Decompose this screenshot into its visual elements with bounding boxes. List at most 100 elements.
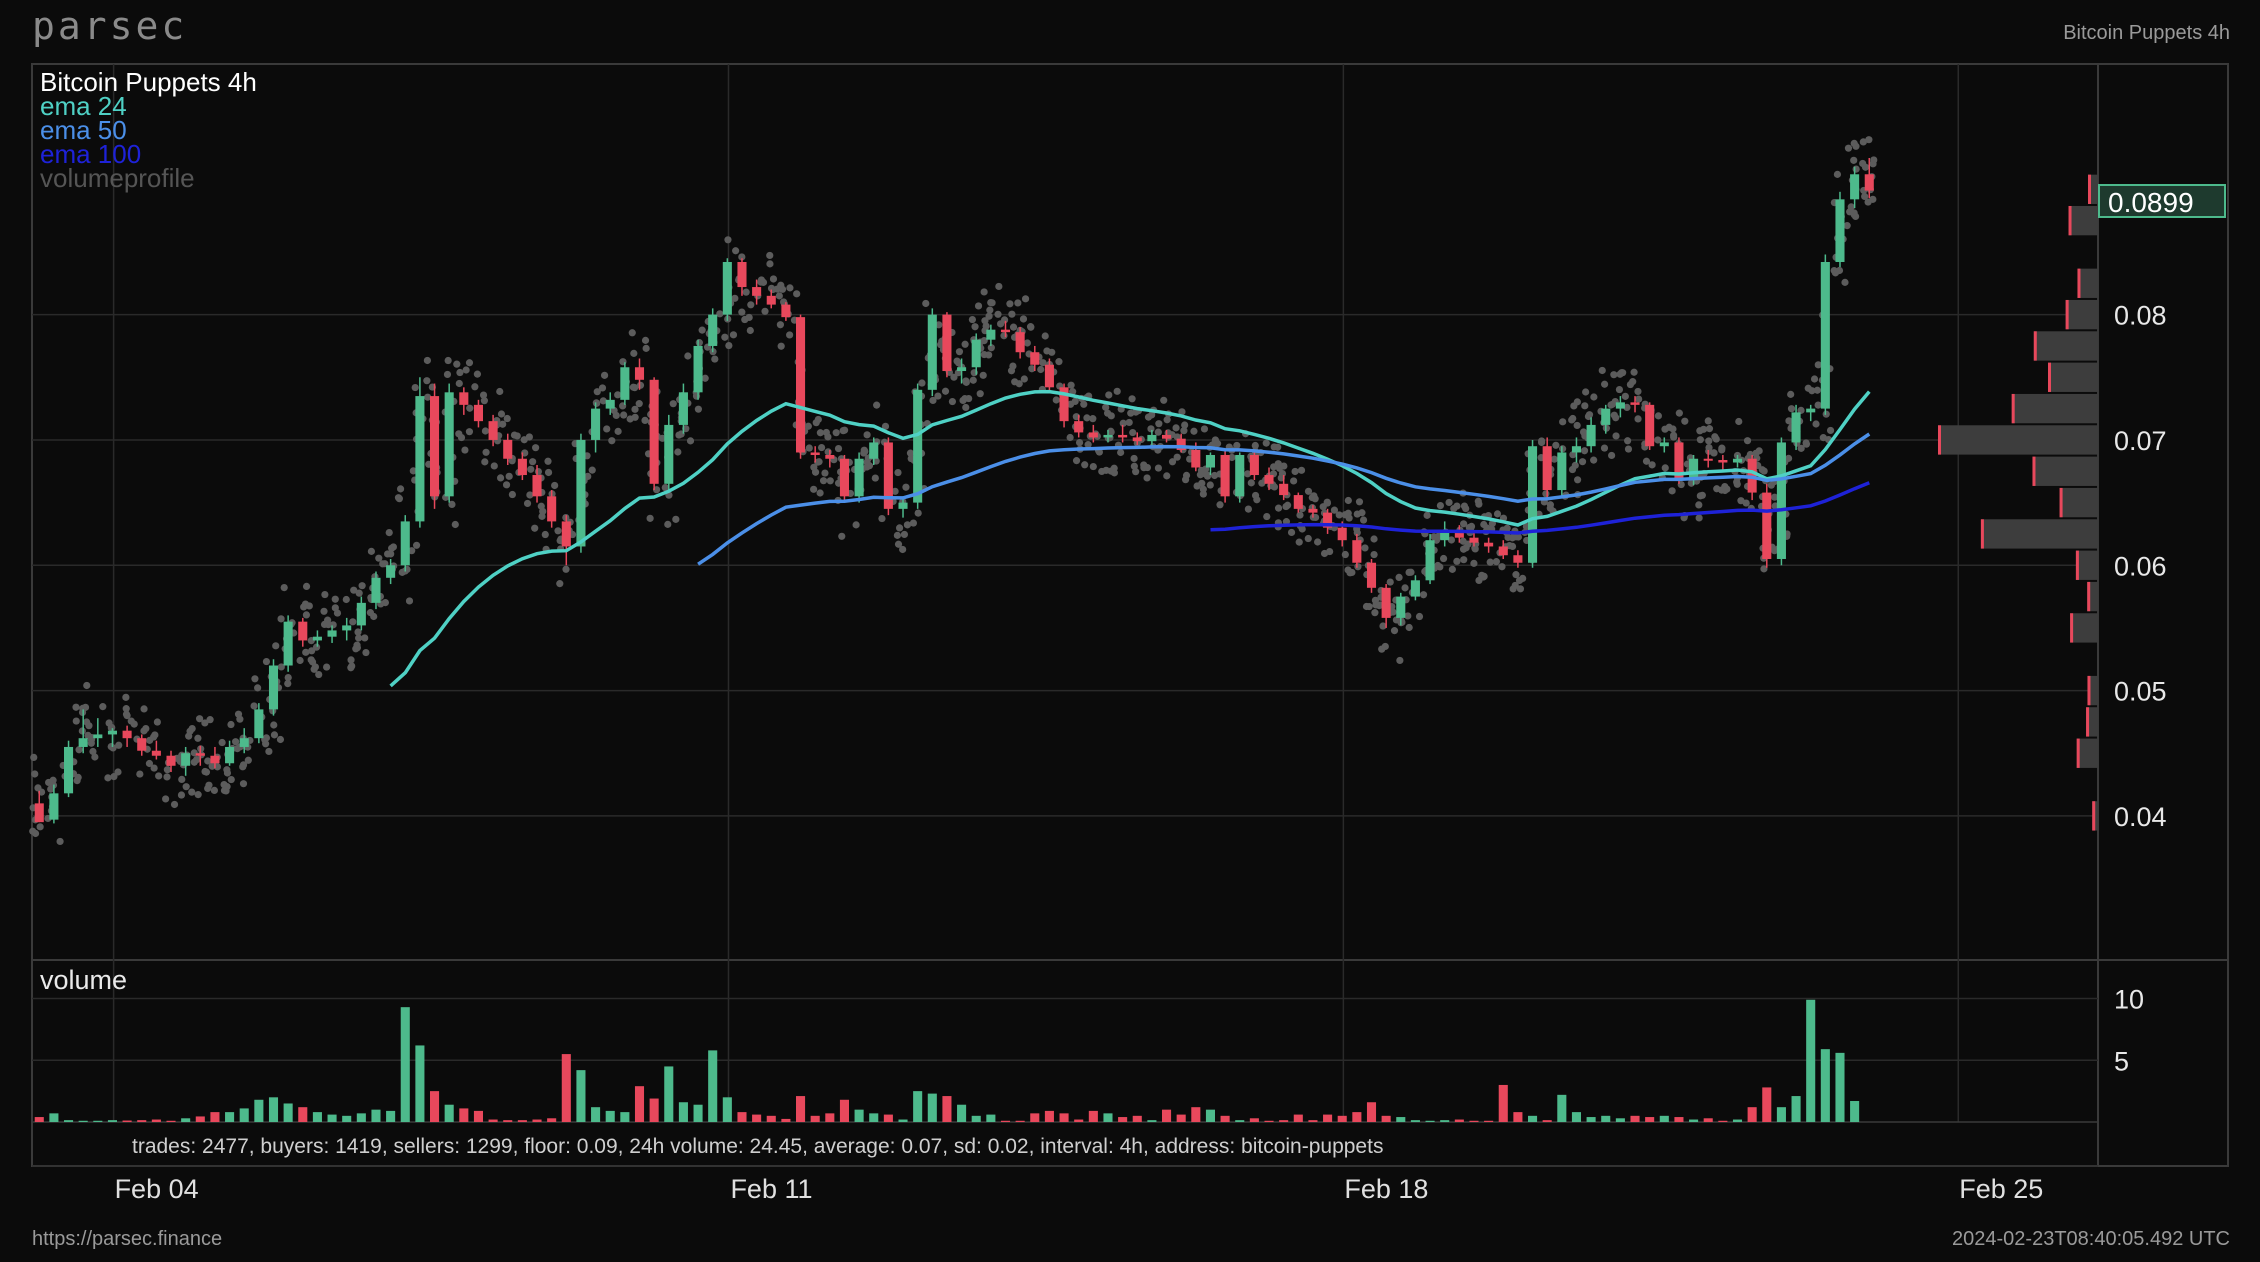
trade-dot	[1098, 467, 1106, 476]
trade-dot	[321, 590, 329, 599]
trade-dot	[1113, 387, 1121, 395]
trade-dot	[1346, 569, 1354, 577]
trade-dot	[641, 416, 649, 424]
volume-bar	[1381, 1115, 1391, 1122]
trade-dot	[1290, 477, 1298, 485]
trade-dot	[526, 491, 534, 499]
trade-dot	[1199, 485, 1207, 493]
trade-dot	[1511, 581, 1519, 590]
trade-dot	[593, 388, 601, 396]
trade-dot	[1569, 451, 1577, 459]
brand-logo: parsec	[32, 4, 188, 48]
trade-dot	[1129, 428, 1137, 437]
volume-bar	[810, 1115, 820, 1122]
volume-bar	[517, 1120, 527, 1122]
volume-bar	[1015, 1120, 1025, 1122]
trade-dot	[1401, 584, 1409, 592]
trade-dot	[1695, 501, 1703, 509]
trade-dot	[962, 403, 970, 412]
trade-dot	[412, 541, 421, 549]
candle-body	[1718, 459, 1728, 463]
volume-bar	[1410, 1120, 1420, 1122]
trade-dot	[465, 359, 474, 367]
trade-dot	[1669, 425, 1677, 433]
trade-dot	[950, 373, 958, 381]
trade-dot	[1705, 425, 1714, 433]
trade-dot	[1198, 479, 1206, 487]
trade-dot	[1612, 414, 1620, 422]
trade-dot	[465, 428, 474, 436]
trade-dot	[163, 773, 171, 781]
trade-dot	[182, 783, 190, 791]
trade-dot	[205, 781, 213, 789]
trade-dot	[262, 734, 271, 742]
trade-dot	[1542, 490, 1550, 498]
trade-dot	[1107, 412, 1115, 420]
trade-dot	[1492, 558, 1500, 566]
trade-dot	[631, 384, 639, 392]
volume-bar	[883, 1114, 893, 1122]
trade-dot	[832, 429, 840, 437]
trade-dot	[1355, 498, 1364, 506]
candle-body	[1542, 446, 1552, 491]
volume-bar	[796, 1096, 806, 1122]
volume-bar	[957, 1104, 967, 1122]
trade-dot	[544, 457, 552, 465]
candle-body	[1645, 404, 1655, 447]
trade-dot	[110, 773, 118, 781]
volume-bar	[1718, 1120, 1728, 1122]
trade-dot	[370, 612, 378, 621]
trade-dot	[824, 448, 832, 456]
volume-bar	[693, 1104, 703, 1122]
trade-dot	[961, 340, 969, 348]
trade-dot	[1147, 425, 1155, 433]
trade-dot	[1833, 170, 1842, 178]
trade-dot	[1493, 510, 1502, 518]
candle-body	[239, 738, 249, 747]
candle-body	[1864, 174, 1874, 191]
candle-body	[137, 738, 147, 751]
trade-dot	[448, 500, 456, 509]
footer-url[interactable]: https://parsec.finance	[32, 1228, 223, 1250]
trade-dot	[1132, 468, 1140, 476]
trade-dot	[1654, 436, 1662, 444]
trade-dot	[881, 422, 890, 430]
volume-bar	[839, 1099, 849, 1122]
volume-bar	[254, 1099, 264, 1122]
trade-dot	[1590, 393, 1598, 401]
trade-dot	[1598, 366, 1606, 375]
trade-dot	[206, 716, 214, 724]
candle-body	[1279, 483, 1289, 496]
trade-dot	[1390, 627, 1399, 635]
trade-dot	[1612, 432, 1620, 440]
candle-body	[678, 392, 688, 425]
trade-dot	[1843, 222, 1851, 230]
candle-body	[649, 379, 659, 484]
trade-dot	[277, 663, 285, 671]
trade-dot	[1345, 514, 1353, 522]
trade-dot	[1546, 501, 1555, 509]
trade-dot	[1785, 417, 1793, 425]
trade-dot	[1787, 390, 1795, 398]
trade-dot	[480, 397, 488, 405]
volume-bar	[444, 1104, 454, 1122]
candle-body	[781, 304, 791, 318]
candle-body	[1425, 540, 1435, 581]
trade-dot	[218, 738, 226, 747]
trade-dot	[1298, 525, 1306, 533]
trade-dot	[1210, 471, 1219, 480]
trade-dot	[767, 284, 776, 292]
trade-dot	[1713, 485, 1721, 493]
trade-dot	[1787, 405, 1796, 413]
trade-dot	[1470, 559, 1478, 567]
trade-dot	[761, 307, 769, 315]
trade-dot	[1813, 386, 1821, 394]
candle-body	[283, 621, 293, 666]
trade-dot	[210, 786, 219, 794]
candle-body	[459, 392, 469, 405]
trade-dot	[195, 715, 204, 723]
trade-dot	[893, 531, 901, 539]
volume-bar	[1747, 1107, 1757, 1122]
trade-dot	[320, 607, 328, 615]
profile-bar-edge	[2011, 393, 2015, 424]
